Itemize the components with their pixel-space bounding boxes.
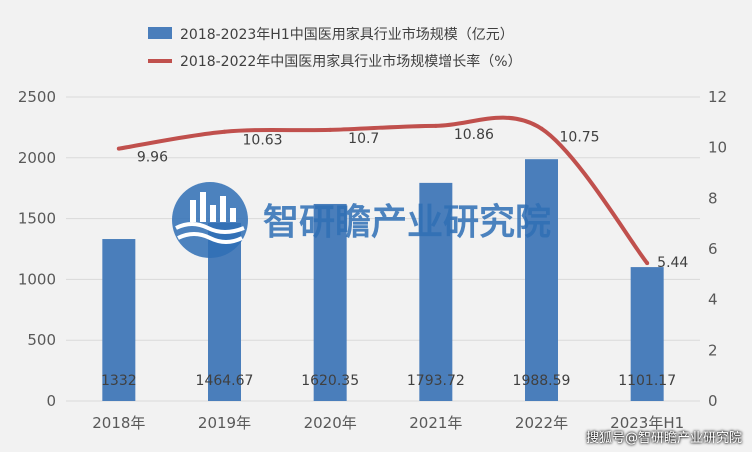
x-tick-5: 2023年H1	[610, 414, 684, 432]
legend-bar-label: 2018-2023年H1中国医用家具行业市场规模（亿元）	[180, 26, 514, 43]
watermark-logo-icon	[172, 182, 248, 258]
bar-label-5: 1101.17	[618, 373, 676, 389]
bar-label-2: 1620.35	[301, 373, 359, 389]
y-left-tick-5: 2500	[18, 88, 56, 106]
footer-watermark: 搜狐号@智研瞻产业研究院	[585, 431, 742, 446]
line-point-1	[222, 129, 227, 134]
growth-line	[118, 115, 649, 265]
bar-4	[525, 159, 558, 401]
bar-2	[313, 203, 347, 401]
bar-5	[630, 267, 664, 401]
line-point-4	[539, 126, 544, 131]
line-point-2	[328, 127, 333, 132]
legend-bar-swatch	[148, 27, 172, 39]
grid-lines	[66, 96, 700, 402]
line-label-4: 10.75	[560, 130, 600, 146]
y-right-tick-5: 10	[708, 139, 727, 157]
bar-label-4: 1988.59	[513, 373, 571, 389]
x-tick-4: 2022年	[515, 414, 568, 432]
y-left-tick-3: 1500	[18, 210, 56, 228]
y-right-tick-1: 2	[708, 341, 718, 359]
y-right-tick-4: 8	[708, 189, 718, 207]
x-tick-3: 2021年	[409, 414, 462, 432]
line-point-0	[116, 146, 121, 151]
legend-line-label: 2018-2022年中国医用家具行业市场规模增长率（%）	[180, 53, 522, 70]
line-label-3: 10.86	[454, 127, 494, 143]
bar-0	[102, 239, 136, 401]
line-label-2: 10.7	[348, 131, 379, 147]
y-left-tick-0: 0	[46, 392, 56, 410]
bar-3	[419, 182, 453, 401]
y-left-tick-4: 2000	[18, 149, 56, 167]
watermark-text: 智研瞻产业研究院	[263, 202, 551, 243]
y-left-axis: 0 500 1000 1500 2000 2500	[18, 88, 56, 410]
line-label-1: 10.63	[243, 133, 283, 149]
line-data-labels: 9.96 10.63 10.7 10.86 10.75 5.44	[137, 127, 689, 271]
line-label-5: 5.44	[657, 255, 688, 271]
bar-label-0: 1332	[101, 373, 137, 389]
bar-data-labels: 1332 1464.67 1620.35 1793.72 1988.59 1101.17	[101, 373, 676, 389]
line-point-5	[645, 261, 650, 266]
bar-label-3: 1793.72	[407, 373, 465, 389]
y-right-axis: 0 2 4 6 8 10 12	[708, 88, 727, 410]
y-left-tick-1: 500	[27, 331, 56, 349]
x-tick-0: 2018年	[92, 414, 145, 432]
line-label-0: 9.96	[137, 150, 168, 166]
y-right-tick-6: 12	[708, 88, 727, 106]
x-tick-2: 2020年	[304, 414, 357, 432]
y-left-tick-2: 1000	[18, 270, 56, 288]
y-right-tick-2: 4	[708, 291, 718, 309]
bar-label-1: 1464.67	[196, 373, 254, 389]
legend: 2018-2023年H1中国医用家具行业市场规模（亿元） 2018-2022年中…	[148, 26, 522, 70]
y-right-tick-3: 6	[708, 240, 718, 258]
y-right-tick-0: 0	[708, 392, 718, 410]
x-axis: 2018年 2019年 2020年 2021年 2022年 2023年H1	[92, 414, 684, 432]
x-tick-1: 2019年	[198, 414, 251, 432]
line-point-3	[433, 123, 438, 128]
line-series	[116, 115, 650, 266]
watermark: 智研瞻产业研究院	[172, 182, 551, 258]
